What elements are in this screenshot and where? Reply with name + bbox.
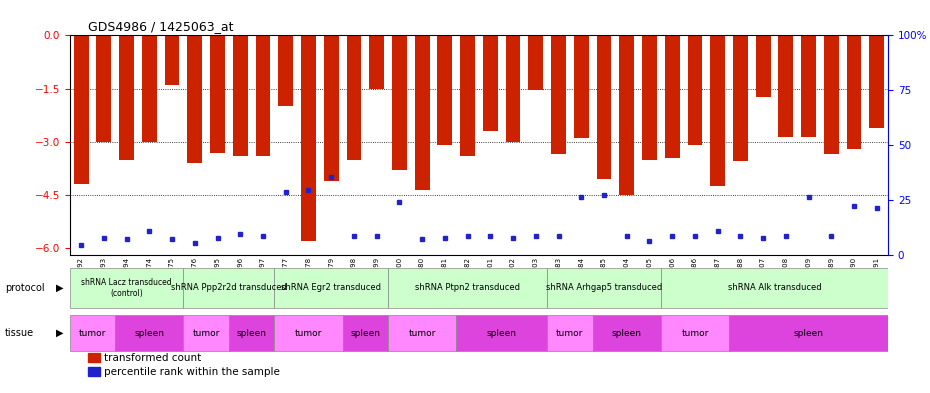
Text: tumor: tumor: [295, 329, 322, 338]
Text: tumor: tumor: [408, 329, 436, 338]
Bar: [619, 35, 634, 195]
Bar: [278, 35, 293, 107]
FancyBboxPatch shape: [547, 268, 661, 308]
FancyBboxPatch shape: [342, 315, 388, 351]
FancyBboxPatch shape: [592, 315, 661, 351]
FancyBboxPatch shape: [547, 315, 592, 351]
Text: shRNA Ppp2r2d transduced: shRNA Ppp2r2d transduced: [171, 283, 286, 292]
Bar: [392, 35, 406, 170]
Text: shRNA Arhgap5 transduced: shRNA Arhgap5 transduced: [546, 283, 662, 292]
Text: spleen: spleen: [486, 329, 517, 338]
Bar: [369, 35, 384, 88]
Text: protocol: protocol: [5, 283, 45, 293]
Text: ▶: ▶: [56, 283, 63, 293]
FancyBboxPatch shape: [457, 315, 547, 351]
Text: GDS4986 / 1425063_at: GDS4986 / 1425063_at: [88, 20, 233, 33]
Bar: [756, 35, 770, 97]
FancyBboxPatch shape: [661, 268, 888, 308]
Text: spleen: spleen: [134, 329, 165, 338]
Bar: [824, 35, 839, 154]
FancyBboxPatch shape: [388, 315, 457, 351]
Bar: [256, 35, 271, 156]
Bar: [551, 35, 565, 154]
Bar: [232, 35, 247, 156]
Text: tumor: tumor: [682, 329, 709, 338]
FancyBboxPatch shape: [115, 315, 183, 351]
Bar: [665, 35, 680, 158]
Text: percentile rank within the sample: percentile rank within the sample: [104, 367, 280, 377]
Text: ▶: ▶: [56, 328, 63, 338]
Text: spleen: spleen: [612, 329, 642, 338]
FancyBboxPatch shape: [183, 315, 229, 351]
Bar: [324, 35, 339, 181]
Bar: [301, 35, 316, 241]
Text: shRNA Ptpn2 transduced: shRNA Ptpn2 transduced: [415, 283, 520, 292]
Text: transformed count: transformed count: [104, 353, 202, 363]
FancyBboxPatch shape: [661, 315, 729, 351]
Bar: [687, 35, 702, 145]
Text: spleen: spleen: [351, 329, 380, 338]
Bar: [73, 35, 88, 184]
Bar: [165, 35, 179, 85]
Bar: [460, 35, 475, 156]
FancyBboxPatch shape: [388, 268, 547, 308]
Bar: [506, 35, 521, 142]
Text: tumor: tumor: [193, 329, 219, 338]
FancyBboxPatch shape: [274, 268, 388, 308]
Text: shRNA Egr2 transduced: shRNA Egr2 transduced: [281, 283, 381, 292]
Bar: [142, 35, 156, 142]
Text: shRNA Lacz transduced
(control): shRNA Lacz transduced (control): [81, 278, 172, 298]
Bar: [528, 35, 543, 90]
Bar: [801, 35, 816, 136]
Bar: [483, 35, 498, 131]
Text: tumor: tumor: [556, 329, 583, 338]
Bar: [347, 35, 361, 160]
Bar: [437, 35, 452, 145]
Bar: [97, 35, 112, 142]
Text: shRNA Alk transduced: shRNA Alk transduced: [727, 283, 821, 292]
Bar: [415, 35, 430, 190]
Bar: [870, 35, 884, 128]
Text: spleen: spleen: [793, 329, 824, 338]
Bar: [596, 35, 611, 179]
FancyBboxPatch shape: [70, 268, 183, 308]
Text: tissue: tissue: [5, 328, 33, 338]
Bar: [574, 35, 589, 138]
Bar: [210, 35, 225, 152]
Bar: [778, 35, 793, 136]
FancyBboxPatch shape: [229, 315, 274, 351]
FancyBboxPatch shape: [274, 315, 342, 351]
FancyBboxPatch shape: [183, 268, 274, 308]
Bar: [733, 35, 748, 162]
Bar: [642, 35, 657, 160]
Bar: [846, 35, 861, 149]
Bar: [187, 35, 202, 163]
Text: spleen: spleen: [236, 329, 267, 338]
Text: tumor: tumor: [79, 329, 106, 338]
FancyBboxPatch shape: [729, 315, 888, 351]
FancyBboxPatch shape: [70, 315, 115, 351]
Bar: [711, 35, 725, 186]
Bar: [119, 35, 134, 160]
